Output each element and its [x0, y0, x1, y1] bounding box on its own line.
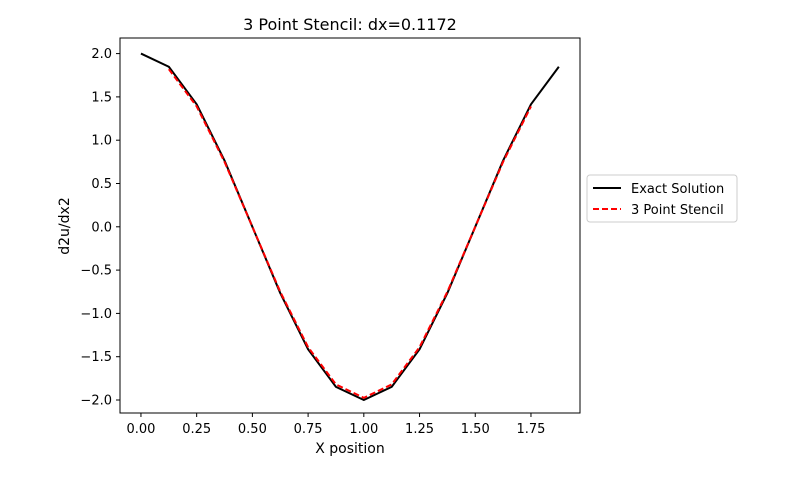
y-axis-ticks: 2.0 1.5 1.0 0.5 0.0 −0.5 −1.0 −1.5 −2.0 — [80, 47, 120, 409]
legend-label-3-point-stencil: 3 Point Stencil — [631, 203, 724, 218]
legend-box — [586, 174, 738, 223]
x-tick-label: 1.25 — [405, 422, 434, 437]
y-tick-label: 0.0 — [91, 220, 112, 235]
chart-title: 3 Point Stencil: dx=0.1172 — [243, 15, 457, 34]
x-axis-label: X position — [315, 441, 385, 457]
x-tick-label: 1.75 — [516, 422, 545, 437]
x-tick-label: 0.25 — [182, 422, 211, 437]
x-tick-label: 0.00 — [126, 422, 155, 437]
legend: Exact Solution 3 Point Stencil — [586, 174, 738, 223]
y-tick-label: −2.0 — [80, 394, 112, 409]
series-layer — [140, 52, 560, 402]
y-tick-label: 1.5 — [91, 90, 112, 105]
y-tick-label: 0.5 — [91, 177, 112, 192]
x-tick-label: 0.75 — [294, 422, 323, 437]
legend-label-exact-solution: Exact Solution — [631, 182, 724, 197]
y-axis-label: d2u/dx2 — [57, 197, 73, 254]
x-axis-ticks: 0.00 0.25 0.50 0.75 1.00 1.25 1.50 1.75 — [126, 413, 545, 437]
series-line-3-point-stencil — [168, 68, 532, 399]
y-tick-label: −1.5 — [80, 350, 112, 365]
series-line-exact-solution — [140, 52, 560, 402]
plot-frame — [119, 37, 581, 414]
y-tick-label: −0.5 — [80, 264, 112, 279]
x-tick-label: 1.50 — [461, 422, 490, 437]
y-tick-label: −1.0 — [80, 307, 112, 322]
x-tick-label: 0.50 — [238, 422, 267, 437]
y-tick-label: 1.0 — [91, 134, 112, 149]
y-tick-label: 2.0 — [91, 47, 112, 62]
x-tick-label: 1.00 — [349, 422, 378, 437]
